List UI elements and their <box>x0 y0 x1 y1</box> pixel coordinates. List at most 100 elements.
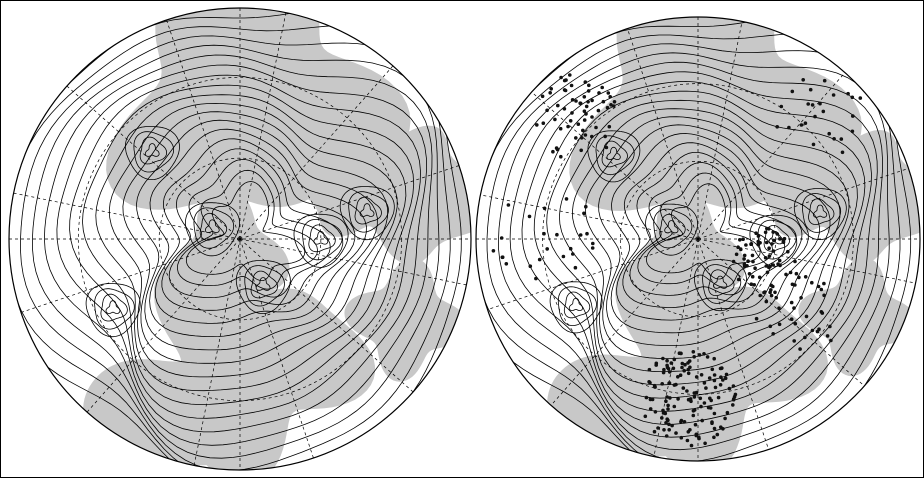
observation-dot <box>702 352 706 356</box>
observation-dot <box>676 375 680 379</box>
observation-dot <box>555 233 559 237</box>
observation-dot <box>586 100 590 104</box>
observation-dot <box>810 281 814 285</box>
observation-dot <box>764 231 768 235</box>
observation-dot <box>783 237 787 241</box>
observation-dot <box>786 250 790 254</box>
observation-dot <box>789 271 793 275</box>
observation-dot <box>762 291 766 295</box>
observation-dot <box>688 359 692 363</box>
observation-dot <box>790 317 794 321</box>
observation-dot <box>741 237 745 241</box>
observation-dot <box>597 91 601 95</box>
observation-dot <box>553 118 557 122</box>
observation-dot <box>812 143 816 147</box>
observation-dot <box>590 115 594 119</box>
observation-dot <box>492 249 496 253</box>
observation-dot <box>770 294 774 298</box>
observation-dot <box>590 135 594 139</box>
observation-dot <box>803 336 807 340</box>
observation-dot <box>726 411 730 415</box>
observation-dot <box>773 291 777 295</box>
observation-dot <box>686 439 690 443</box>
observation-dot <box>587 89 591 93</box>
observation-dot <box>738 238 742 242</box>
observation-dot <box>692 355 696 359</box>
observation-dot <box>772 239 776 243</box>
observation-dot <box>574 266 578 270</box>
observation-dot <box>692 414 696 418</box>
observation-dot <box>811 329 815 333</box>
observation-dot <box>687 430 691 434</box>
observation-dot <box>832 93 836 97</box>
observation-dot <box>817 285 821 289</box>
observation-dot <box>581 129 585 133</box>
observation-dot <box>656 426 660 430</box>
observation-dot <box>792 306 796 310</box>
observation-dot <box>505 262 509 266</box>
observation-dot <box>822 110 826 114</box>
observation-dot <box>818 102 822 106</box>
observation-dot <box>750 282 754 286</box>
observation-dot <box>683 420 687 424</box>
observation-dot <box>680 436 684 440</box>
observation-dot <box>739 248 743 252</box>
observation-dot <box>542 232 546 236</box>
observation-dot <box>662 371 666 375</box>
observation-dot <box>767 266 771 270</box>
observation-dot <box>577 122 581 126</box>
observation-dot <box>766 271 770 275</box>
observation-dot <box>772 249 776 253</box>
observation-dot <box>668 370 672 374</box>
observation-dot <box>765 300 769 304</box>
observation-dot <box>758 294 762 298</box>
observation-dot <box>782 241 786 245</box>
observation-dot <box>584 112 588 116</box>
observation-dot <box>732 260 736 264</box>
observation-dot <box>794 322 798 326</box>
figure <box>0 0 924 478</box>
observation-dot <box>826 334 830 338</box>
observation-dot <box>719 375 723 379</box>
observation-dot <box>778 323 782 327</box>
observation-dot <box>606 106 610 110</box>
observation-dot <box>670 424 674 428</box>
observation-dot <box>778 237 782 241</box>
observation-dot <box>686 368 690 372</box>
observation-dot <box>828 325 832 329</box>
observation-dot <box>703 442 707 446</box>
observation-dot <box>570 111 574 115</box>
observation-dot <box>778 259 782 263</box>
observation-dot <box>713 373 717 377</box>
observation-dot <box>710 420 714 424</box>
observation-dot <box>542 121 546 125</box>
observation-dot <box>716 433 720 437</box>
observation-dot <box>795 272 799 276</box>
observation-dot <box>804 275 808 279</box>
observation-dot <box>570 84 574 88</box>
observation-dot <box>746 259 750 263</box>
observation-dot <box>713 379 717 383</box>
observation-dot <box>574 136 578 140</box>
observation-dot <box>591 246 595 250</box>
observation-dot <box>566 125 570 129</box>
observation-dot <box>827 132 831 136</box>
observation-dot <box>700 373 704 377</box>
observation-dot <box>549 87 553 91</box>
observation-dot <box>821 311 825 315</box>
observation-dot <box>584 133 588 137</box>
observation-dot <box>647 380 651 384</box>
observation-dot <box>608 95 612 99</box>
observation-dot <box>660 416 664 420</box>
observation-dot <box>563 79 567 83</box>
observation-dot <box>780 105 784 109</box>
observation-dot <box>590 99 594 103</box>
observation-dot <box>563 107 567 111</box>
observation-dot <box>703 401 707 405</box>
observation-dot <box>548 91 552 95</box>
observation-dot <box>556 104 560 108</box>
observation-dot <box>666 404 670 408</box>
observation-dot <box>751 254 755 258</box>
observation-dot <box>674 383 678 387</box>
observation-dot <box>564 89 568 93</box>
